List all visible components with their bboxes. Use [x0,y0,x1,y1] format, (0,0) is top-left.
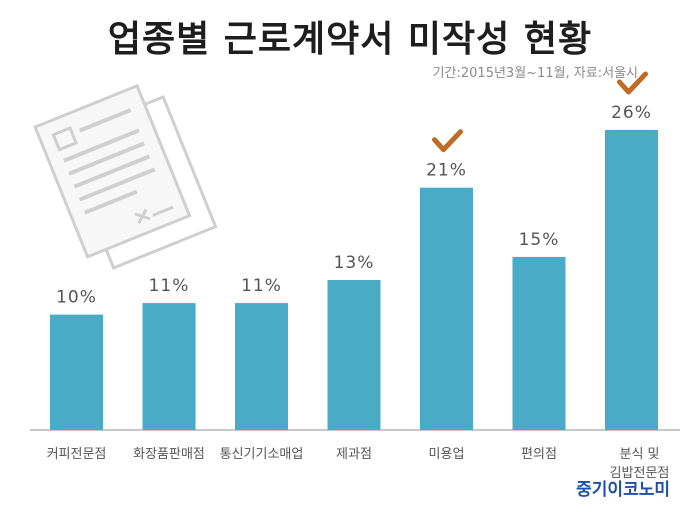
category-label: 제과점 [336,447,372,462]
bar-value-label: 15% [519,230,560,250]
document-icon [33,83,218,270]
bar-4 [327,280,381,430]
category-label: 분식 및 [619,447,659,462]
bar-7 [605,130,658,430]
bar-value-label: 21% [426,161,467,181]
category-label: 커피전문점 [47,447,107,462]
bar-5 [420,187,473,430]
bar-value-label: 10% [56,288,97,308]
bar-value-label: 11% [149,276,190,296]
category-label: 화장품판매점 [133,447,205,462]
category-label: 김밥전문점 [610,466,670,481]
check-icon [617,71,648,95]
chart-subtitle: 기간:2015년3월~11월, 자료:서울시 [432,66,638,81]
category-label: 편의점 [521,447,557,462]
brand-logo: 중기이코노미 [576,480,670,500]
category-label: 미용업 [429,447,465,462]
bar-3 [235,303,288,430]
bar-6 [512,256,566,430]
bar-2 [142,303,196,430]
bar-1 [50,314,103,430]
chart-title: 업종별 근로계약서 미작성 현황 [107,19,593,60]
bar-value-label: 26% [611,103,652,123]
bar-value-label: 11% [241,276,282,296]
bar-value-label: 13% [334,253,375,273]
category-label: 통신기기소매업 [220,447,304,462]
check-icon [432,129,463,153]
